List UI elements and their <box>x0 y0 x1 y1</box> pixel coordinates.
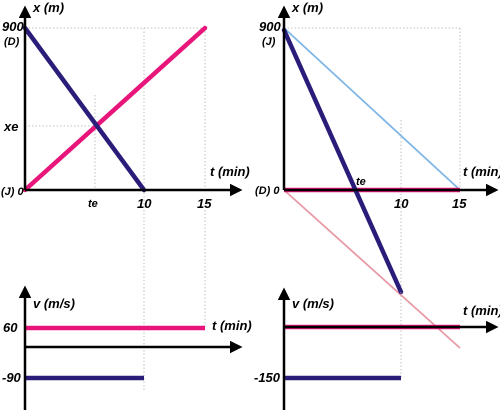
t-tick-te-tl: te <box>88 198 98 210</box>
v-tick-60-bl: 60 <box>3 320 18 335</box>
t-axis-label-bl: t (min) <box>212 318 252 333</box>
origin-label-tl: (J) 0 <box>1 186 25 198</box>
y-tick-xe-tl: xe <box>3 119 18 134</box>
line-lightpink-tr <box>283 189 461 349</box>
y-tick-900-tl: 900 <box>2 19 24 34</box>
t-tick-15-tr: 15 <box>452 196 467 211</box>
y-tick-D-tl: (D) <box>4 36 20 48</box>
y-axis-label-tl: x (m) <box>32 0 64 15</box>
chart-top-left: x (m) 900 (D) xe (J) 0 t (min) te 10 15 <box>1 0 250 390</box>
origin-label-tr: (D) 0 <box>255 185 280 197</box>
t-tick-15-tl: 15 <box>197 196 212 211</box>
y-tick-J-tr: (J) <box>262 36 276 48</box>
line-magenta-tl <box>22 25 208 193</box>
v-axis-label-bl: v (m/s) <box>33 296 75 311</box>
t-axis-label-br: t (min) <box>463 303 500 318</box>
line-navy-tr <box>281 27 404 295</box>
chart-top-right: x (m) 900 (J) (D) 0 te t (min) 10 15 <box>255 0 500 349</box>
y-tick-900-tr: 900 <box>259 19 281 34</box>
line-navy-tl <box>22 25 147 193</box>
chart-bottom-right: v (m/s) t (min) -150 <box>254 287 500 410</box>
t-axis-label-tl: t (min) <box>210 164 250 179</box>
y-axis-label-tr: x (m) <box>291 0 323 15</box>
v-tick-neg150-br: -150 <box>254 370 281 385</box>
t-tick-10-tr: 10 <box>394 196 409 211</box>
t-axis-label-tr: t (min) <box>463 164 500 179</box>
te-label-tr: te <box>356 176 366 188</box>
v-axis-label-br: v (m/s) <box>292 296 334 311</box>
v-tick-neg90-bl: -90 <box>2 370 22 385</box>
line-lightblue-tr <box>283 27 461 191</box>
chart-bottom-left: v (m/s) t (min) 60 -90 <box>2 210 252 410</box>
t-tick-10-tl: 10 <box>137 196 152 211</box>
